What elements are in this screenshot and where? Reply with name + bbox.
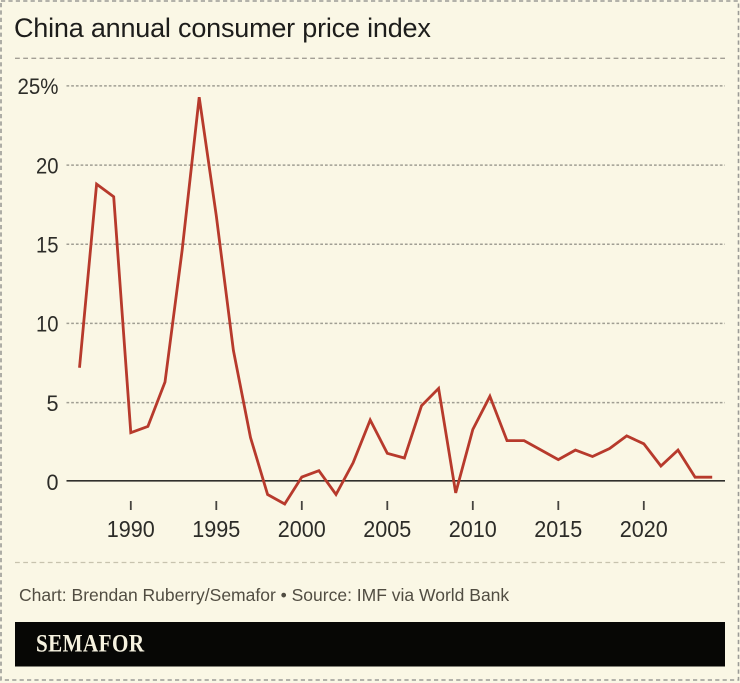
svg-text:2005: 2005 — [363, 516, 411, 542]
svg-text:0: 0 — [47, 470, 59, 495]
svg-text:1990: 1990 — [107, 516, 155, 542]
svg-text:15: 15 — [36, 233, 59, 258]
svg-text:1995: 1995 — [192, 516, 240, 542]
svg-text:SEMAFOR: SEMAFOR — [36, 630, 145, 658]
svg-text:25%: 25% — [18, 74, 59, 99]
svg-text:20: 20 — [36, 153, 59, 178]
svg-text:2020: 2020 — [620, 516, 668, 542]
svg-text:2000: 2000 — [278, 516, 326, 542]
svg-text:10: 10 — [36, 312, 59, 337]
svg-text:2010: 2010 — [449, 516, 497, 542]
svg-text:2015: 2015 — [534, 516, 582, 542]
svg-text:5: 5 — [47, 391, 59, 416]
